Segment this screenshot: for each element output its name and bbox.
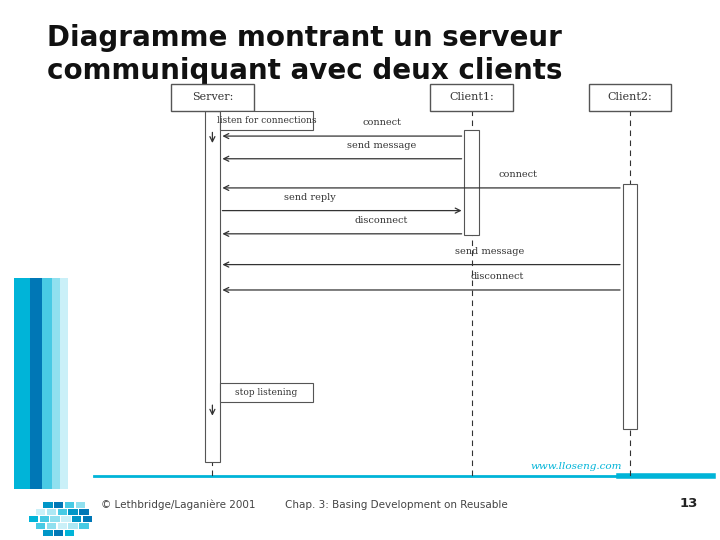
Bar [54, 530, 63, 536]
Text: send message: send message [347, 141, 416, 150]
Bar [14, 278, 30, 489]
Bar [464, 130, 479, 235]
Text: Server:: Server: [192, 92, 233, 102]
Bar [83, 516, 92, 522]
Bar [220, 383, 313, 402]
Text: Client1:: Client1: [449, 92, 494, 102]
Bar [65, 502, 74, 508]
Text: send message: send message [455, 247, 524, 256]
Bar [43, 530, 53, 536]
Bar [54, 502, 63, 508]
Text: © Lethbridge/Laganière 2001: © Lethbridge/Laganière 2001 [101, 500, 256, 510]
Text: connect: connect [362, 118, 401, 127]
Text: Diagramme montrant un serveur: Diagramme montrant un serveur [47, 24, 562, 52]
Bar [65, 530, 74, 536]
Bar [52, 278, 60, 489]
Bar [58, 509, 67, 515]
Bar [60, 278, 68, 489]
Bar [36, 523, 45, 529]
Bar [72, 516, 81, 522]
Text: www.lloseng.com: www.lloseng.com [530, 462, 622, 471]
Text: Chap. 3: Basing Development on Reusable: Chap. 3: Basing Development on Reusable [284, 500, 508, 510]
Text: communiquant avec deux clients: communiquant avec deux clients [47, 57, 562, 85]
Bar [68, 523, 78, 529]
Text: disconnect: disconnect [470, 272, 523, 281]
Bar [79, 523, 89, 529]
Text: stop listening: stop listening [235, 388, 297, 397]
Text: send reply: send reply [284, 193, 336, 202]
Bar [47, 509, 56, 515]
Bar [29, 516, 38, 522]
Bar [43, 502, 53, 508]
Bar [42, 278, 52, 489]
Bar [40, 516, 49, 522]
Bar [220, 111, 313, 130]
Bar [431, 84, 513, 111]
Bar [30, 278, 42, 489]
Text: listen for connections: listen for connections [217, 116, 316, 125]
Bar [58, 523, 67, 529]
Bar [623, 184, 637, 429]
Bar [68, 509, 78, 515]
Text: 13: 13 [680, 497, 698, 510]
Bar [61, 516, 71, 522]
Bar [76, 502, 85, 508]
Bar [589, 84, 671, 111]
Text: Client2:: Client2: [608, 92, 652, 102]
Bar [47, 523, 56, 529]
Bar [171, 84, 254, 111]
Text: disconnect: disconnect [355, 216, 408, 225]
Bar [79, 509, 89, 515]
Bar [36, 509, 45, 515]
Bar [205, 111, 220, 462]
Bar [50, 516, 60, 522]
Text: connect: connect [499, 170, 538, 179]
